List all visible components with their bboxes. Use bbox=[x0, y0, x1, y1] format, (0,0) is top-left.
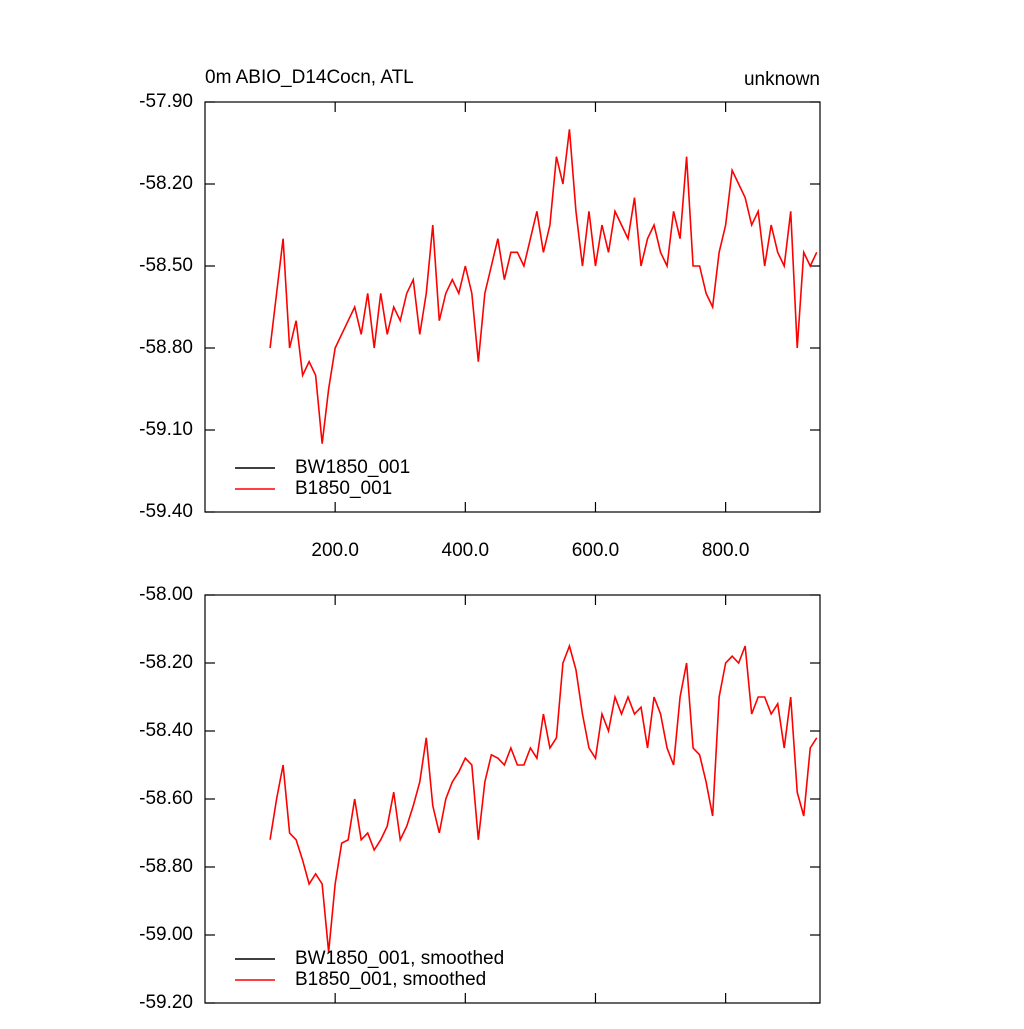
legend-label: B1850_001 bbox=[295, 478, 392, 499]
legend-label: BW1850_001 bbox=[295, 457, 410, 478]
legend-label: B1850_001, smoothed bbox=[295, 969, 486, 990]
y-tick-label: -59.10 bbox=[139, 419, 193, 440]
y-tick-label: -58.40 bbox=[139, 720, 193, 741]
y-tick-label: -59.20 bbox=[139, 992, 193, 1013]
chart-right-title: unknown bbox=[744, 69, 820, 90]
chart-title: 0m ABIO_D14Cocn, ATL bbox=[205, 67, 414, 88]
legend-label: BW1850_001, smoothed bbox=[295, 948, 504, 969]
x-tick-label: 800.0 bbox=[702, 540, 750, 561]
y-tick-label: -57.90 bbox=[139, 91, 193, 112]
y-tick-label: -59.40 bbox=[139, 501, 193, 522]
y-tick-label: -58.20 bbox=[139, 173, 193, 194]
y-tick-label: -58.80 bbox=[139, 337, 193, 358]
y-tick-label: -58.20 bbox=[139, 652, 193, 673]
x-tick-label: 400.0 bbox=[442, 540, 490, 561]
plot-frame bbox=[204, 101, 821, 513]
x-tick-label: 600.0 bbox=[572, 540, 620, 561]
y-tick-label: -58.60 bbox=[139, 788, 193, 809]
y-tick-label: -58.80 bbox=[139, 856, 193, 877]
data-line bbox=[269, 129, 818, 444]
x-tick-label: 200.0 bbox=[311, 540, 359, 561]
y-tick-label: -58.00 bbox=[139, 584, 193, 605]
data-line bbox=[269, 643, 818, 953]
y-tick-label: -58.50 bbox=[139, 255, 193, 276]
plot-frame bbox=[204, 594, 821, 1004]
y-tick-label: -59.00 bbox=[139, 924, 193, 945]
